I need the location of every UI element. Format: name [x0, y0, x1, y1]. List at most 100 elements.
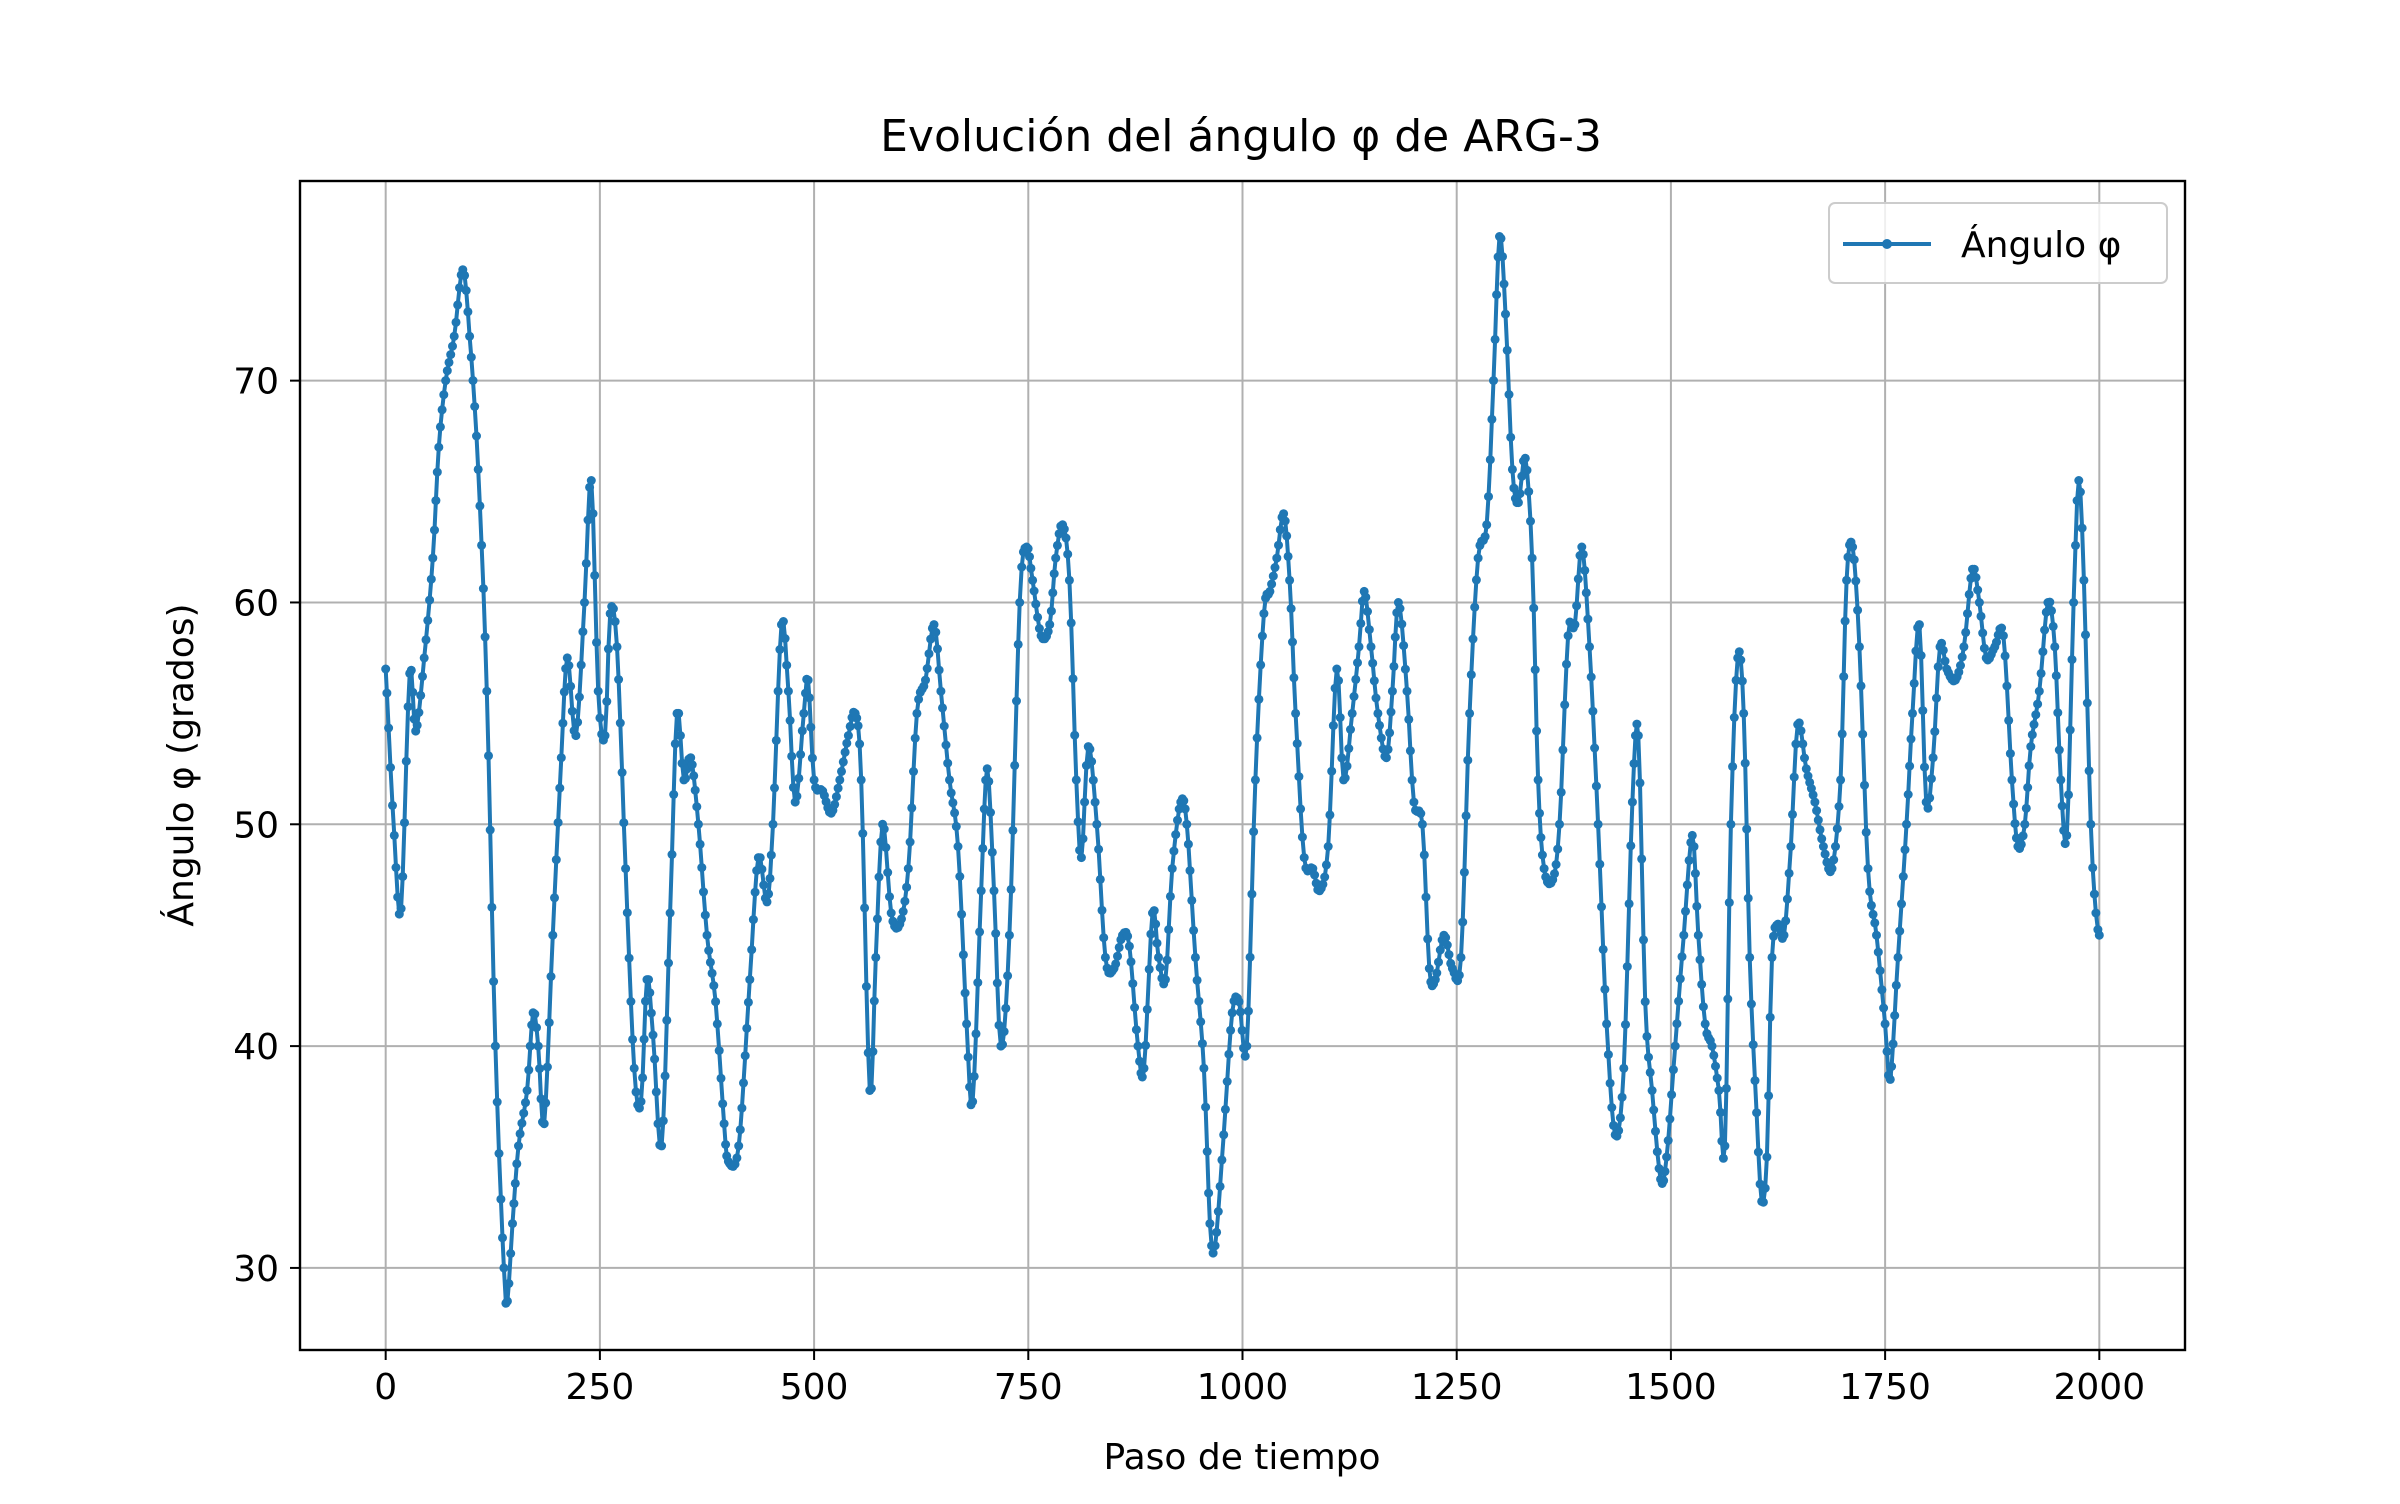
- data-point: [2007, 775, 2017, 785]
- data-point: [699, 887, 708, 897]
- data-point: [1142, 1004, 1152, 1014]
- data-point: [619, 818, 629, 828]
- data-point: [982, 764, 992, 774]
- data-point: [1423, 934, 1433, 944]
- data-point: [2071, 540, 2080, 550]
- data-point: [1848, 542, 1858, 552]
- data-point: [1383, 744, 1393, 754]
- data-point: [1791, 739, 1801, 749]
- data-point: [446, 350, 456, 360]
- data-point: [1537, 850, 1547, 860]
- data-point: [1794, 718, 1804, 728]
- data-point: [1520, 453, 1530, 463]
- data-point: [1585, 642, 1594, 652]
- data-point: [719, 1119, 729, 1129]
- data-point: [1909, 678, 1919, 688]
- data-point: [830, 799, 840, 809]
- data-point: [1294, 772, 1304, 782]
- data-point: [2077, 523, 2087, 533]
- data-point: [525, 1041, 535, 1051]
- data-point: [1123, 931, 1133, 941]
- y-axis-label: Ángulo φ (grados): [160, 603, 202, 926]
- data-point: [833, 783, 843, 793]
- data-point: [2033, 699, 2043, 709]
- data-point: [434, 442, 444, 452]
- data-point: [1048, 588, 1058, 598]
- data-point: [489, 977, 499, 986]
- data-point: [1885, 1074, 1895, 1084]
- data-point: [1187, 895, 1197, 905]
- data-point: [496, 1194, 506, 1204]
- data-point: [650, 1054, 660, 1064]
- data-point: [2029, 720, 2039, 729]
- data-point: [1639, 935, 1648, 945]
- data-point: [1930, 727, 1940, 737]
- data-point: [1556, 787, 1566, 797]
- data-point: [645, 988, 655, 998]
- data-point: [1192, 975, 1202, 985]
- data-point: [509, 1199, 519, 1209]
- data-point: [1532, 726, 1542, 736]
- data-point: [1128, 979, 1138, 989]
- data-point: [612, 642, 622, 652]
- data-point: [1536, 833, 1546, 842]
- data-point: [1928, 753, 1938, 763]
- data-point: [1882, 1046, 1892, 1056]
- data-point: [1729, 713, 1739, 722]
- data-point: [1860, 780, 1869, 790]
- data-point: [1753, 1147, 1763, 1157]
- data-point: [487, 902, 497, 912]
- data-point: [524, 1065, 534, 1075]
- data-point: [1801, 764, 1811, 774]
- data-point: [757, 864, 767, 874]
- data-point: [735, 1125, 745, 1135]
- data-point: [1614, 1126, 1624, 1136]
- data-point: [2054, 745, 2064, 755]
- data-point: [1270, 563, 1280, 572]
- data-point: [1752, 1108, 1762, 1118]
- data-point: [1124, 941, 1134, 951]
- data-point: [1471, 575, 1481, 585]
- data-point: [1240, 1051, 1250, 1061]
- data-point: [905, 837, 915, 847]
- data-point: [1088, 775, 1098, 785]
- data-point: [1551, 860, 1561, 869]
- data-point: [697, 863, 707, 873]
- data-point: [400, 818, 409, 828]
- data-point: [1916, 651, 1926, 660]
- data-point: [396, 904, 406, 914]
- data-point: [401, 756, 411, 766]
- data-point: [498, 1233, 507, 1243]
- data-point: [667, 850, 677, 859]
- data-point: [1677, 952, 1687, 962]
- data-point: [799, 708, 809, 718]
- data-point: [2021, 803, 2031, 813]
- data-point: [999, 1027, 1009, 1037]
- data-point: [1933, 662, 1943, 672]
- data-point: [1668, 1065, 1678, 1075]
- data-point: [2075, 487, 2085, 497]
- data-point: [1693, 930, 1703, 940]
- data-point: [766, 850, 776, 860]
- data-point: [1758, 1197, 1768, 1207]
- data-point: [1598, 944, 1608, 954]
- data-point: [1602, 1019, 1612, 1029]
- data-point: [1465, 708, 1475, 718]
- data-point: [1633, 731, 1643, 741]
- data-point: [539, 1119, 549, 1129]
- data-point: [1920, 762, 1929, 772]
- data-point: [1237, 1025, 1247, 1035]
- data-point: [2064, 790, 2073, 800]
- data-point: [521, 1098, 530, 1108]
- chart-title: Evolución del ángulo φ de ARG-3: [880, 111, 1602, 162]
- data-point: [950, 808, 960, 818]
- data-point: [1419, 850, 1429, 860]
- data-point: [886, 908, 896, 918]
- data-point: [1135, 1056, 1145, 1066]
- data-point: [638, 1073, 648, 1083]
- data-point: [508, 1219, 517, 1229]
- data-point: [1895, 926, 1905, 936]
- data-point: [1813, 815, 1823, 825]
- data-point: [689, 771, 699, 781]
